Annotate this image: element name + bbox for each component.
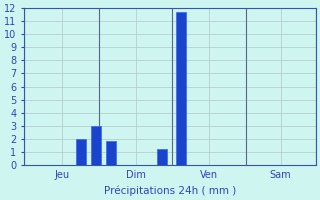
Bar (176, 12, 187, 165)
X-axis label: Précipitations 24h ( mm ): Précipitations 24h ( mm ) (104, 185, 236, 196)
Bar (91, 126, 101, 165)
Bar (106, 141, 116, 165)
Bar (156, 149, 167, 165)
Bar (76, 139, 86, 165)
